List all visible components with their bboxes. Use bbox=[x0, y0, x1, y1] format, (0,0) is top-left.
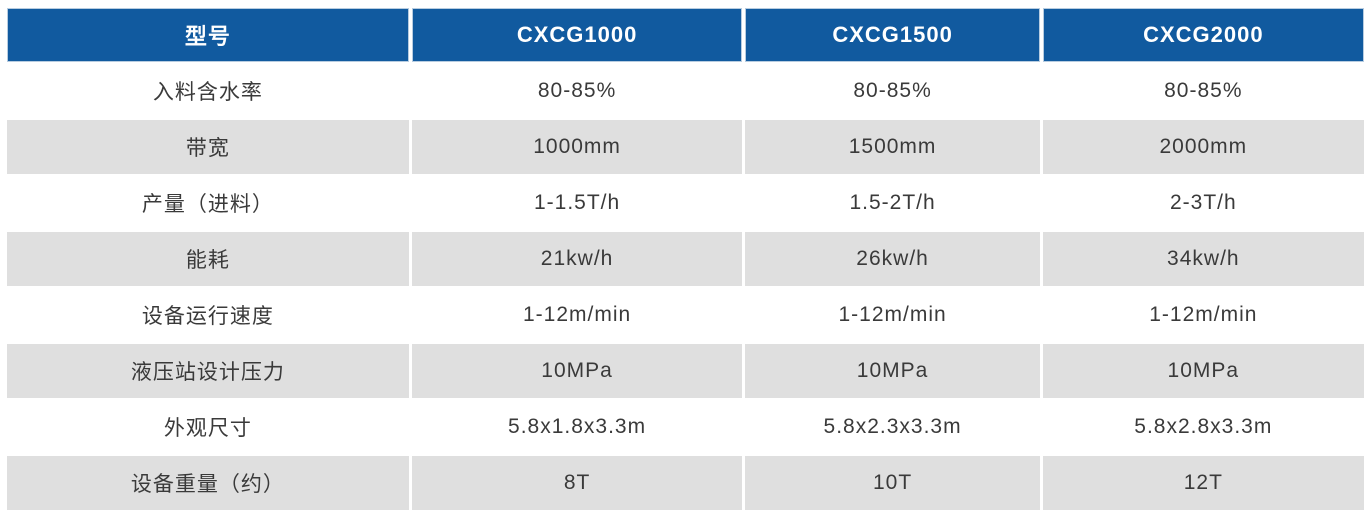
table-row-weight: 设备重量（约） 8T 10T 12T bbox=[7, 456, 1364, 510]
spec-value: 1500mm bbox=[742, 120, 1040, 174]
row-label: 能耗 bbox=[7, 232, 409, 286]
header-row: 型号 CXCG1000 CXCG1500 CXCG2000 bbox=[7, 8, 1364, 62]
table-row-belt-width: 带宽 1000mm 1500mm 2000mm bbox=[7, 120, 1364, 174]
spec-value: 2000mm bbox=[1039, 120, 1364, 174]
spec-value: 8T bbox=[408, 456, 743, 510]
spec-value: 5.8x2.8x3.3m bbox=[1039, 400, 1364, 454]
header-cell-cxcg1500: CXCG1500 bbox=[742, 8, 1040, 62]
header-cell-cxcg2000: CXCG2000 bbox=[1039, 8, 1364, 62]
table-row-capacity: 产量（进料） 1-1.5T/h 1.5-2T/h 2-3T/h bbox=[7, 176, 1364, 230]
row-label: 入料含水率 bbox=[7, 64, 409, 118]
spec-value: 5.8x1.8x3.3m bbox=[408, 400, 743, 454]
spec-value: 10T bbox=[742, 456, 1040, 510]
header-cell-model: 型号 bbox=[7, 8, 409, 62]
spec-value: 1.5-2T/h bbox=[742, 176, 1040, 230]
spec-value: 12T bbox=[1039, 456, 1364, 510]
spec-value: 26kw/h bbox=[742, 232, 1040, 286]
table-row-hydraulic-pressure: 液压站设计压力 10MPa 10MPa 10MPa bbox=[7, 344, 1364, 398]
table-row-energy: 能耗 21kw/h 26kw/h 34kw/h bbox=[7, 232, 1364, 286]
spec-value: 1-1.5T/h bbox=[408, 176, 743, 230]
spec-value: 80-85% bbox=[742, 64, 1040, 118]
spec-value: 1-12m/min bbox=[408, 288, 743, 342]
table-row-running-speed: 设备运行速度 1-12m/min 1-12m/min 1-12m/min bbox=[7, 288, 1364, 342]
table-row-dimensions: 外观尺寸 5.8x1.8x3.3m 5.8x2.3x3.3m 5.8x2.8x3… bbox=[7, 400, 1364, 454]
row-label: 带宽 bbox=[7, 120, 409, 174]
spec-value: 1000mm bbox=[408, 120, 743, 174]
spec-value: 21kw/h bbox=[408, 232, 743, 286]
spec-value: 1-12m/min bbox=[742, 288, 1040, 342]
row-label: 液压站设计压力 bbox=[7, 344, 409, 398]
spec-value: 34kw/h bbox=[1039, 232, 1364, 286]
row-label: 设备运行速度 bbox=[7, 288, 409, 342]
spec-value: 80-85% bbox=[1039, 64, 1364, 118]
spec-value: 10MPa bbox=[742, 344, 1040, 398]
spec-value: 2-3T/h bbox=[1039, 176, 1364, 230]
spec-value: 5.8x2.3x3.3m bbox=[742, 400, 1040, 454]
row-label: 产量（进料） bbox=[7, 176, 409, 230]
spec-value: 80-85% bbox=[408, 64, 743, 118]
row-label: 设备重量（约） bbox=[7, 456, 409, 510]
header-cell-cxcg1000: CXCG1000 bbox=[408, 8, 743, 62]
table-row-feed-moisture: 入料含水率 80-85% 80-85% 80-85% bbox=[7, 64, 1364, 118]
spec-value: 1-12m/min bbox=[1039, 288, 1364, 342]
spec-value: 10MPa bbox=[408, 344, 743, 398]
spec-value: 10MPa bbox=[1039, 344, 1364, 398]
spec-table: 型号 CXCG1000 CXCG1500 CXCG2000 入料含水率 80-8… bbox=[7, 6, 1364, 512]
row-label: 外观尺寸 bbox=[7, 400, 409, 454]
